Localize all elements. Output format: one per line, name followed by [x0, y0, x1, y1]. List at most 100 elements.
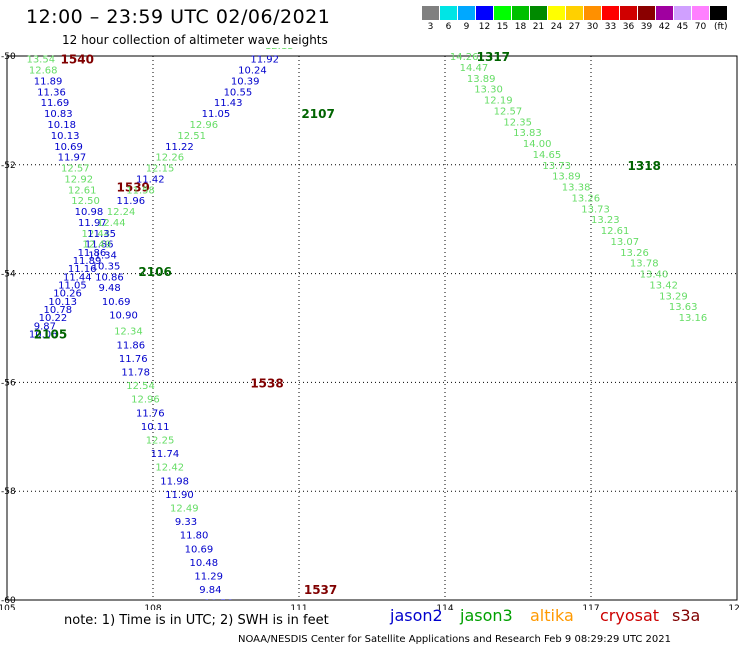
x-tick-label: 111 [290, 604, 307, 610]
legend-label: 15 [496, 22, 509, 32]
wave-height-value: 10.90 [109, 310, 138, 321]
legend-swatch [566, 6, 583, 20]
page-subtitle: 12 hour collection of altimeter wave hei… [62, 33, 328, 47]
satellite-label: cryosat [600, 606, 660, 625]
y-tick-label: -52 [1, 161, 16, 171]
wave-height-value: 12.25 [146, 436, 175, 447]
wave-height-value: 11.97 [78, 218, 107, 229]
wave-height-value: 11.78 [121, 368, 150, 379]
wave-height-value: 12.15 [146, 164, 175, 175]
wave-height-value: 13.73 [542, 161, 571, 172]
y-tick-label: -54 [1, 270, 16, 280]
wave-height-value: 13.54 [26, 55, 55, 66]
y-tick-label: -60 [1, 596, 16, 606]
y-tick-label: -56 [1, 378, 16, 388]
x-tick-label: 105 [0, 604, 16, 610]
wave-height-value: 11.86 [78, 248, 107, 259]
wave-height-value: 10.56 [204, 599, 233, 610]
wave-height-value: 12.34 [114, 327, 143, 338]
data-layer: 13.5412.6811.8911.3611.6910.8310.1810.13… [26, 28, 708, 610]
wave-height-value: 12.96 [131, 395, 160, 406]
wave-height-value: 11.69 [41, 98, 70, 109]
wave-height-value: 11.35 [87, 229, 116, 240]
legend-label: 3 [427, 22, 434, 32]
wave-height-value: 11.36 [37, 87, 66, 98]
pass-time-label: 2107 [301, 107, 334, 121]
wave-height-value: 14.00 [523, 139, 552, 150]
wave-height-value: 9.84 [199, 585, 221, 596]
wave-height-value: 12.68 [29, 66, 58, 77]
pass-time-label: 1537 [304, 583, 337, 597]
wave-height-value: 11.16 [68, 264, 97, 275]
wave-height-value: 13.29 [659, 291, 688, 302]
wave-height-value: 10.06 [29, 329, 58, 340]
wave-height-value: 13.26 [620, 248, 649, 259]
legend-swatch [620, 6, 637, 20]
wave-height-value: 10.13 [51, 131, 80, 142]
legend-swatch [512, 6, 529, 20]
satellite-label: altika [530, 606, 574, 625]
wave-height-value: 10.83 [44, 109, 73, 120]
wave-height-value: 11.43 [214, 98, 243, 109]
wave-height-value: 12.35 [503, 117, 532, 128]
wave-height-value: 10.22 [39, 313, 68, 324]
pass-time-label: 1540 [61, 53, 94, 67]
wave-height-value: 12.84 [277, 28, 306, 39]
wave-height-value: 10.69 [102, 297, 131, 308]
wave-height-value: 11.86 [117, 340, 146, 351]
legend-swatch [530, 6, 547, 20]
wave-height-value: 11.89 [34, 76, 63, 87]
satellite-label: s3a [672, 606, 701, 625]
wave-height-value: 11.34 [88, 251, 117, 262]
wave-height-value: 11.76 [119, 354, 148, 365]
wave-height-value: 13.26 [572, 193, 601, 204]
legend-swatch [602, 6, 619, 20]
wave-height-value: 11.44 [63, 272, 92, 283]
wave-height-value: 12.61 [601, 226, 630, 237]
legend-swatch [710, 6, 727, 20]
wave-height-value: 13.30 [474, 85, 503, 96]
y-tick-label: -50 [1, 52, 16, 62]
wave-height-value: 12.57 [61, 164, 90, 175]
wave-height-value: 10.18 [47, 120, 76, 131]
legend-label: 36 [622, 22, 635, 32]
pass-time-label: 1318 [628, 159, 661, 173]
wave-height-value: 13.63 [669, 302, 698, 313]
legend-label: 24 [550, 22, 563, 32]
wave-height-value: 12.61 [68, 185, 97, 196]
wave-height-value: 11.96 [117, 196, 146, 207]
satellite-label: jason3 [460, 606, 513, 625]
wave-height-value: 10.35 [92, 261, 121, 272]
legend-swatch [458, 6, 475, 20]
legend-label: 18 [514, 22, 527, 32]
pass-time-label: 1317 [477, 50, 510, 64]
wave-height-value: 11.42 [136, 174, 165, 185]
legend-label: 27 [568, 22, 581, 32]
wave-height-value: 11.05 [202, 109, 231, 120]
wave-height-value: 12.51 [177, 131, 206, 142]
pass-time-label: 1538 [250, 376, 283, 390]
legend-label: 30 [586, 22, 599, 32]
legend-label: 9 [463, 22, 470, 32]
wave-height-value: 13.73 [581, 204, 610, 215]
wave-height-value: 11.90 [165, 490, 194, 501]
wave-height-value: 13.16 [679, 313, 708, 324]
wave-height-value: 13.07 [610, 237, 639, 248]
wave-height-value: 11.05 [58, 280, 87, 291]
legend-label: 6 [445, 22, 452, 32]
wave-height-value: 13.78 [630, 259, 659, 270]
wave-height-value: 12.96 [190, 120, 219, 131]
wave-height-value: 10.11 [141, 422, 170, 433]
wave-height-value: 12.44 [81, 229, 110, 240]
credit-line: NOAA/NESDIS Center for Satellite Applica… [238, 634, 671, 645]
wave-height-value: 12.92 [64, 174, 93, 185]
legend-swatch [656, 6, 673, 20]
wave-height-value: 11.22 [165, 142, 194, 153]
wave-height-value: 11.98 [160, 476, 189, 487]
wave-height-value: 13.23 [591, 215, 620, 226]
legend-swatch [692, 6, 709, 20]
legend-label: 70 [694, 22, 707, 32]
legend-label: 45 [676, 22, 689, 32]
legend-label: 12 [478, 22, 491, 32]
wave-height-value: 13.89 [467, 74, 496, 85]
